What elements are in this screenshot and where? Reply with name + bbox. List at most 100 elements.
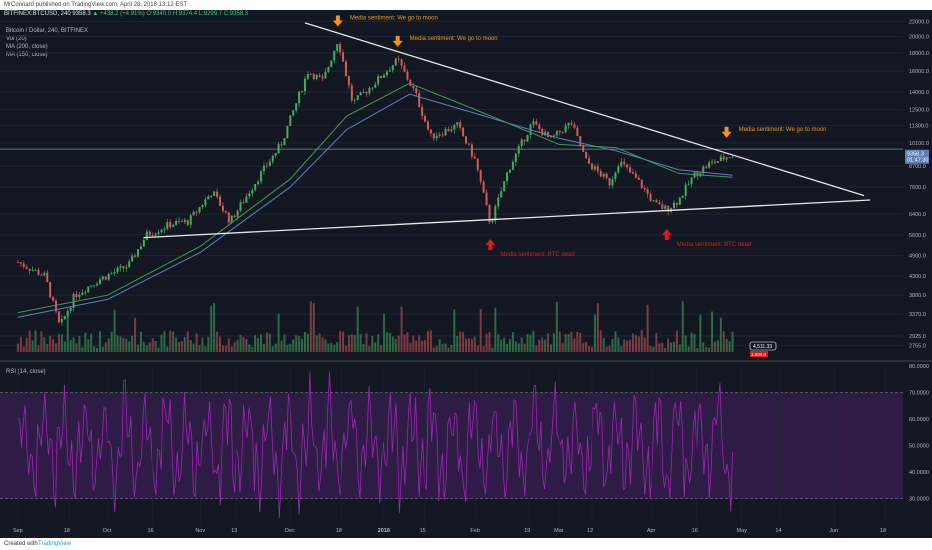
arrow-up-icon xyxy=(661,228,672,240)
volume-bar xyxy=(60,334,63,352)
candle-body xyxy=(107,274,110,280)
candle-body xyxy=(201,205,204,208)
candle-body xyxy=(128,261,131,268)
legend-ma200[interactable]: MA (200, close) xyxy=(6,44,48,50)
rsi-tick-label: 30.0000 xyxy=(909,497,929,503)
arrow-down-icon xyxy=(721,126,732,138)
candle-body xyxy=(55,300,58,312)
volume-bar xyxy=(52,339,55,352)
volume-bar xyxy=(353,334,356,352)
volume-bar xyxy=(110,331,113,352)
volume-bar xyxy=(104,342,107,352)
candle-body xyxy=(219,196,222,206)
candle-body xyxy=(684,184,687,196)
candle-body xyxy=(81,292,84,295)
volume-bar xyxy=(582,343,585,352)
candle-body xyxy=(204,199,207,206)
candle-body xyxy=(175,220,178,225)
candle-body xyxy=(268,161,271,166)
candle-body xyxy=(210,195,213,197)
candle-body xyxy=(69,307,72,311)
candle-body xyxy=(426,121,429,130)
volume-bar xyxy=(207,336,210,352)
volume-bar xyxy=(93,346,96,352)
candle-body xyxy=(350,85,353,101)
candle-body xyxy=(224,210,227,213)
x-tick-label: 16 xyxy=(147,528,153,534)
volume-bar xyxy=(435,346,438,352)
candle-body xyxy=(104,276,107,280)
candle-body xyxy=(485,192,488,205)
rsi-tick-label: 40.0000 xyxy=(909,470,929,476)
volume-bar xyxy=(350,334,353,352)
volume-bar xyxy=(508,338,511,352)
x-tick-label: Dec xyxy=(285,528,295,534)
candle-body xyxy=(517,145,520,154)
candle-body xyxy=(617,166,620,173)
volume-bar xyxy=(629,339,632,352)
candle-body xyxy=(84,292,87,293)
candle-body xyxy=(561,132,564,134)
price-change: ▲ +438.2 (+4.91%) xyxy=(92,11,145,17)
volume-bar xyxy=(708,347,711,352)
candle-body xyxy=(125,267,128,269)
candle-body xyxy=(593,166,596,170)
candle-body xyxy=(579,136,582,147)
candle-body xyxy=(306,73,309,79)
candle-body xyxy=(40,274,43,276)
candle-body xyxy=(403,65,406,72)
candle-body xyxy=(555,130,558,136)
candle-body xyxy=(151,235,154,237)
candle-body xyxy=(60,318,63,323)
volume-bar xyxy=(675,330,678,352)
volume-bar xyxy=(180,340,183,352)
candle-body xyxy=(573,124,576,128)
x-tick-label: 19 xyxy=(524,528,530,534)
y-tick-label: 2755.0 xyxy=(909,343,926,349)
volume-bar xyxy=(359,333,362,352)
candle-body xyxy=(564,125,567,133)
x-tick-label: 18 xyxy=(64,528,70,534)
volume-bar xyxy=(219,336,222,352)
tradingview-brand[interactable]: TradingView xyxy=(38,541,72,547)
candle-body xyxy=(245,196,248,203)
volume-bar xyxy=(579,333,582,352)
candle-body xyxy=(497,197,500,207)
legend-vol[interactable]: Vol (20) xyxy=(6,36,27,42)
volume-bar xyxy=(242,336,245,352)
volume-bar xyxy=(693,333,696,352)
volume-bar xyxy=(265,332,268,352)
volume-bar xyxy=(599,330,602,352)
candle-body xyxy=(711,161,714,163)
legend-ma150[interactable]: MA (150, close) xyxy=(6,52,48,58)
volume-bar xyxy=(699,314,702,352)
candle-body xyxy=(356,95,359,100)
volume-bar xyxy=(424,339,427,352)
volume-bar xyxy=(37,345,40,352)
candle-body xyxy=(330,60,333,67)
legend-title[interactable]: Bitcoin / Dollar, 240, BITFINEX xyxy=(6,28,89,34)
candle-body xyxy=(37,269,40,275)
arrow-down-icon xyxy=(392,35,403,47)
last-price-tag xyxy=(905,149,929,164)
candle-body xyxy=(119,266,122,268)
candle-body xyxy=(702,166,705,174)
volume-bar xyxy=(151,338,154,352)
candle-body xyxy=(374,84,377,88)
volume-bar xyxy=(28,330,31,352)
candle-body xyxy=(101,276,104,280)
candle-body xyxy=(728,157,731,159)
volume-bar xyxy=(391,336,394,352)
candle-body xyxy=(19,262,22,264)
volume-bar xyxy=(514,341,517,352)
candle-body xyxy=(409,79,412,86)
candle-body xyxy=(482,181,485,193)
volume-bar xyxy=(453,309,456,352)
candle-body xyxy=(189,215,192,225)
candle-body xyxy=(415,88,418,94)
volume-bar xyxy=(652,346,655,352)
volume-bar xyxy=(473,336,476,352)
candle-body xyxy=(614,172,617,180)
volume-bar xyxy=(25,337,28,352)
